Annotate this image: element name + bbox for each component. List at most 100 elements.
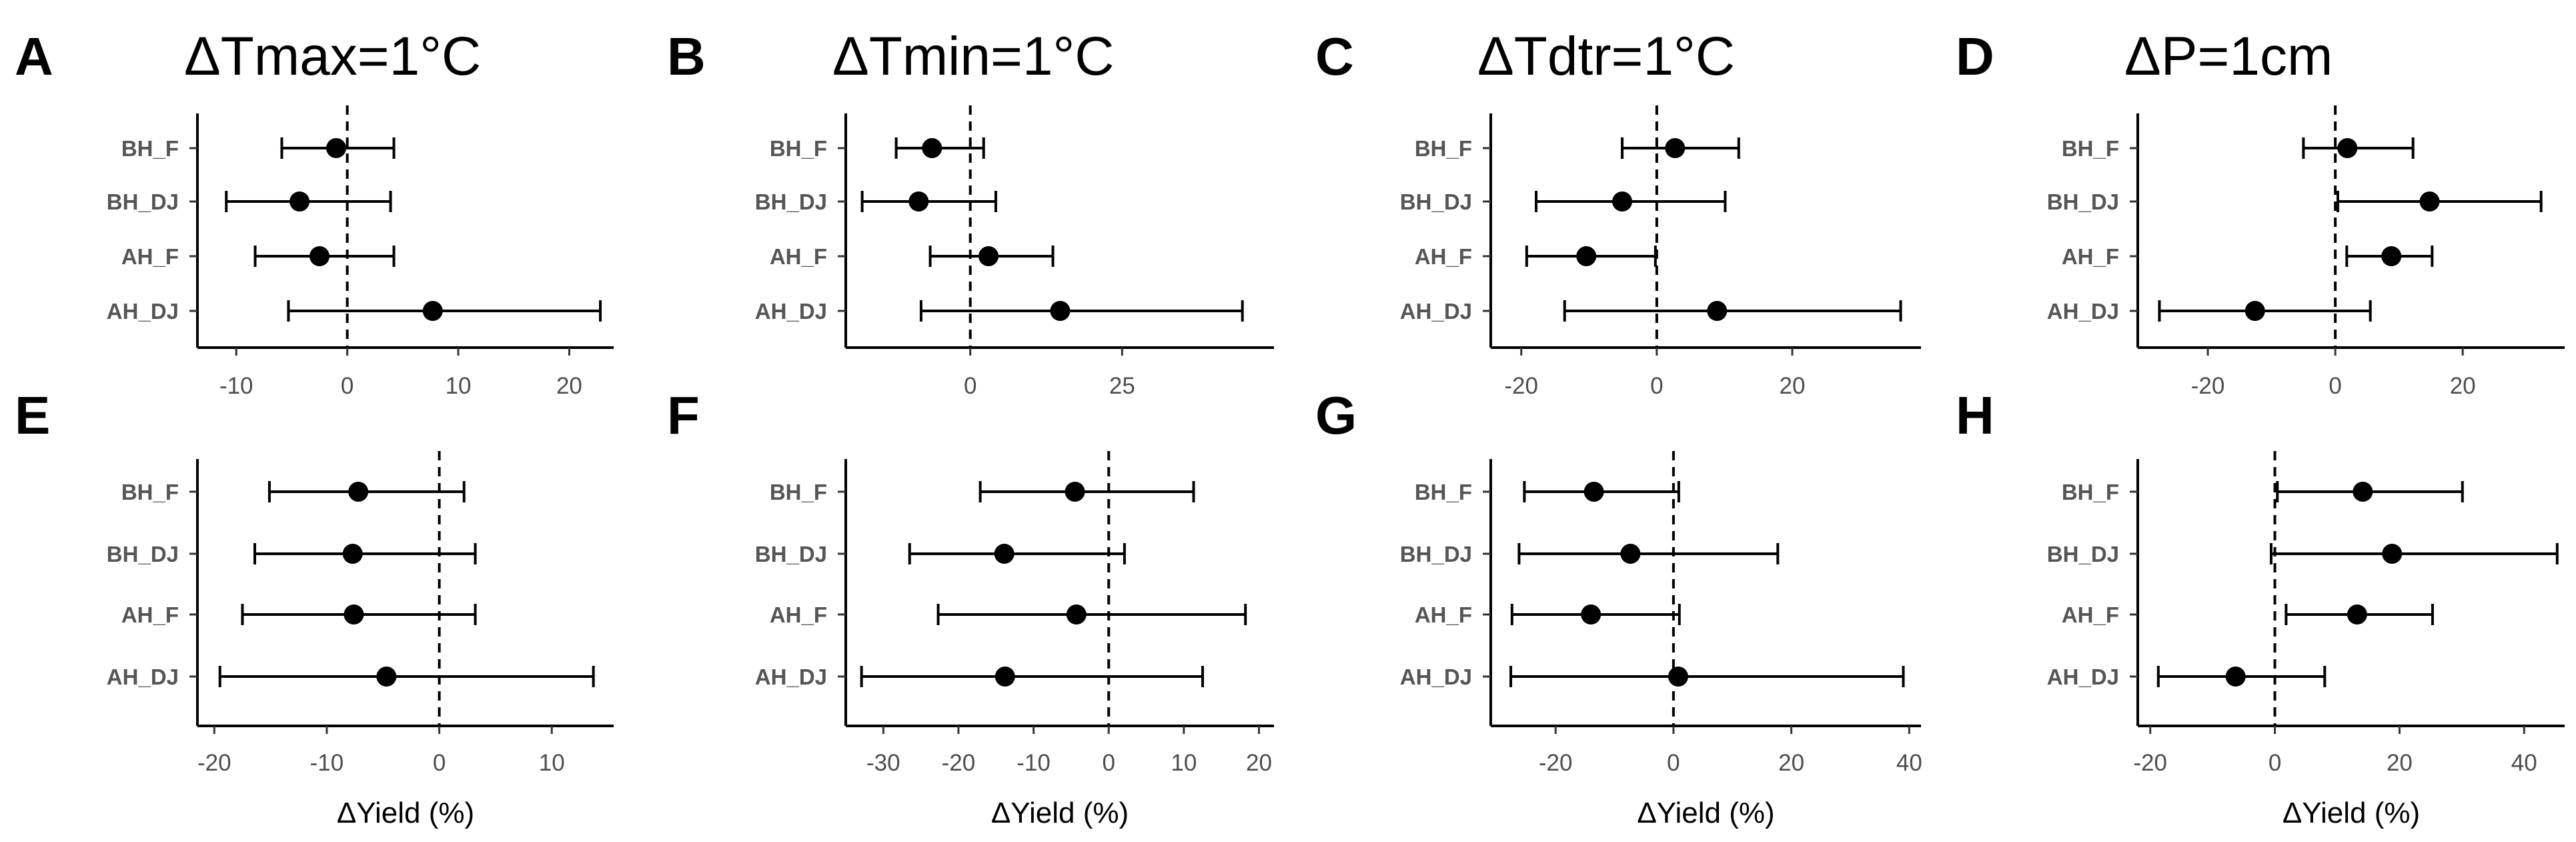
estimate-point-bh_f xyxy=(1065,482,1085,502)
estimate-point-bh_dj xyxy=(1612,191,1633,212)
category-label: BH_DJ xyxy=(107,189,179,214)
category-label: AH_DJ xyxy=(755,665,827,689)
category-label: BH_F xyxy=(2062,136,2119,161)
estimate-point-ah_dj xyxy=(376,667,397,687)
panel-c: C ΔTdtr=1°C BH_F BH_DJ AH_F AH_DJ -20 0 20 xyxy=(1315,26,1921,399)
x-tick-label: 10 xyxy=(539,750,565,776)
panel-g: G BH_F BH_DJ AH_F AH_DJ -20 0 20 40 ΔYield (%) xyxy=(1315,386,1922,829)
estimate-point-ah_dj xyxy=(2225,667,2246,687)
category-label: BH_F xyxy=(770,136,827,161)
x-tick-label: 40 xyxy=(2511,750,2537,776)
x-tick-label: 0 xyxy=(2269,750,2281,776)
x-tick-label: 20 xyxy=(2387,750,2413,776)
estimate-point-bh_dj xyxy=(908,191,929,212)
category-label: BH_DJ xyxy=(1400,189,1472,214)
estimate-point-ah_dj xyxy=(422,301,443,321)
category-label: AH_F xyxy=(770,244,827,269)
x-axis-title: ΔYield (%) xyxy=(337,797,474,829)
x-tick-label: 0 xyxy=(341,373,354,399)
estimate-point-ah_f xyxy=(2347,604,2367,624)
category-label: AH_DJ xyxy=(107,299,179,324)
estimate-point-ah_dj xyxy=(1707,301,1728,321)
estimate-point-ah_dj xyxy=(1668,667,1688,687)
panel-d: D ΔP=1cm BH_F BH_DJ AH_F AH_DJ -20 0 20 xyxy=(1956,26,2565,399)
category-label: AH_DJ xyxy=(2047,299,2119,324)
x-axis-title: ΔYield (%) xyxy=(1637,797,1774,829)
x-tick-label: -20 xyxy=(2133,750,2167,776)
category-label: AH_F xyxy=(1415,602,1472,627)
category-label: AH_DJ xyxy=(1400,665,1472,689)
panel-letter: H xyxy=(1956,386,1994,445)
estimate-point-bh_dj xyxy=(2419,191,2440,212)
category-label: BH_DJ xyxy=(755,542,827,566)
panel-letter: D xyxy=(1956,27,1994,86)
x-tick-label: 20 xyxy=(1246,750,1272,776)
estimate-point-ah_dj xyxy=(995,667,1015,687)
estimate-point-ah_f xyxy=(979,246,999,266)
x-tick-label: -20 xyxy=(1539,750,1573,776)
panel-b: B ΔTmin=1°C BH_F BH_DJ AH_F AH_DJ 0 25 xyxy=(667,26,1274,399)
category-label: BH_F xyxy=(770,480,827,504)
x-tick-label: 20 xyxy=(1778,750,1804,776)
estimate-point-bh_f xyxy=(2353,482,2373,502)
x-axis-title: ΔYield (%) xyxy=(991,797,1129,829)
category-label: AH_F xyxy=(121,244,179,269)
panel-title: ΔTmax=1°C xyxy=(184,26,481,87)
estimate-point-bh_dj xyxy=(2382,544,2403,564)
estimate-point-ah_dj xyxy=(2244,301,2265,321)
panel-title: ΔP=1cm xyxy=(2124,26,2333,87)
x-tick-label: -20 xyxy=(1504,373,1538,399)
estimate-point-ah_f xyxy=(344,604,364,624)
panel-title: ΔTdtr=1°C xyxy=(1477,26,1735,87)
x-tick-label: -20 xyxy=(942,750,976,776)
x-tick-label: -10 xyxy=(310,750,344,776)
estimate-point-ah_f xyxy=(309,246,330,266)
x-tick-label: 0 xyxy=(2329,373,2341,399)
category-label: BH_DJ xyxy=(107,542,179,566)
x-tick-label: -30 xyxy=(866,750,900,776)
estimate-point-bh_f xyxy=(326,138,346,158)
x-tick-label: -10 xyxy=(219,373,253,399)
x-tick-label: 10 xyxy=(446,373,472,399)
x-tick-label: 0 xyxy=(964,373,977,399)
estimate-point-ah_f xyxy=(2381,246,2402,266)
category-label: AH_F xyxy=(2062,602,2119,627)
category-label: AH_DJ xyxy=(2047,665,2119,689)
category-label: BH_DJ xyxy=(1400,542,1472,566)
estimate-point-bh_dj xyxy=(994,544,1015,564)
panel-h: H BH_F BH_DJ AH_F AH_DJ -20 0 20 40 ΔYield (%) xyxy=(1956,386,2565,829)
x-tick-label: 0 xyxy=(1650,373,1663,399)
category-label: BH_F xyxy=(121,480,179,504)
category-label: AH_DJ xyxy=(107,665,179,689)
estimate-point-bh_dj xyxy=(1620,544,1641,564)
x-tick-label: 10 xyxy=(1171,750,1197,776)
x-tick-label: 20 xyxy=(556,373,582,399)
estimate-point-bh_dj xyxy=(342,544,363,564)
category-label: AH_F xyxy=(770,602,827,627)
panel-title: ΔTmin=1°C xyxy=(832,26,1115,87)
estimate-point-ah_f xyxy=(1581,604,1601,624)
estimate-point-ah_dj xyxy=(1050,301,1071,321)
estimate-point-ah_f xyxy=(1576,246,1597,266)
estimate-point-bh_dj xyxy=(289,191,310,212)
panel-letter: E xyxy=(15,386,50,445)
panel-e: E BH_F BH_DJ AH_F AH_DJ -20 -10 0 10 ΔYield (%) xyxy=(15,386,614,829)
estimate-point-bh_f xyxy=(1583,482,1604,502)
x-tick-label: 0 xyxy=(433,750,446,776)
category-label: BH_F xyxy=(2062,480,2119,504)
category-label: AH_F xyxy=(1415,244,1472,269)
x-axis-title: ΔYield (%) xyxy=(2283,797,2420,829)
panel-a: A ΔTmax=1°C BH_F BH_DJ AH_F AH_DJ -10 0 10 20 xyxy=(15,26,614,399)
category-label: AH_DJ xyxy=(755,299,827,324)
estimate-point-ah_f xyxy=(1066,604,1087,624)
category-label: AH_F xyxy=(2062,244,2119,269)
x-tick-label: 0 xyxy=(1667,750,1680,776)
x-tick-label: -20 xyxy=(2191,373,2225,399)
panel-letter: G xyxy=(1315,386,1357,445)
x-tick-label: 20 xyxy=(1780,373,1806,399)
category-label: AH_F xyxy=(121,602,179,627)
category-label: BH_F xyxy=(121,136,179,161)
x-tick-label: 40 xyxy=(1896,750,1922,776)
x-tick-label: 25 xyxy=(1109,373,1135,399)
